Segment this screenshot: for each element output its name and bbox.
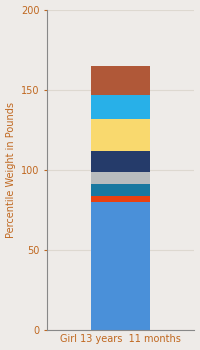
Bar	[91, 66, 150, 94]
Bar	[91, 184, 150, 196]
Bar	[91, 119, 150, 150]
Y-axis label: Percentile Weight in Pounds: Percentile Weight in Pounds	[6, 102, 16, 238]
Bar	[91, 196, 150, 202]
Bar	[91, 150, 150, 172]
Bar	[91, 94, 150, 119]
Bar	[91, 202, 150, 330]
Bar	[91, 172, 150, 184]
